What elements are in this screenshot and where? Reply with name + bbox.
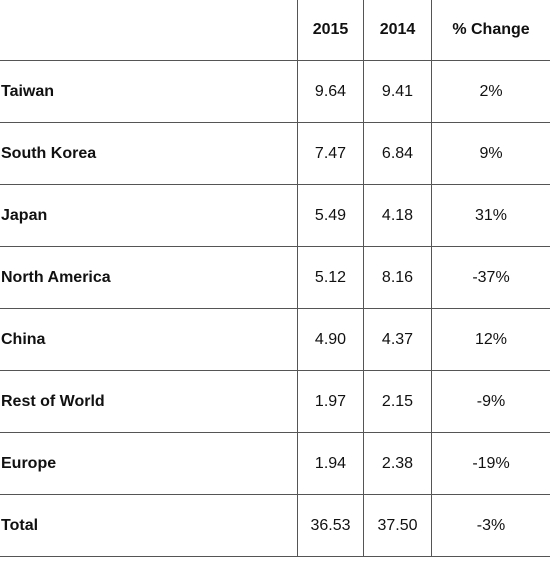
percent-change: 12% (431, 308, 550, 371)
value-2014: 2.38 (363, 432, 432, 495)
value-2015: 5.12 (297, 246, 364, 309)
percent-change: -9% (431, 370, 550, 433)
header-row: 2015 2014 % Change (0, 0, 550, 61)
value-2015: 36.53 (297, 494, 364, 557)
percent-change: -3% (431, 494, 550, 557)
header-cell-change: % Change (431, 0, 550, 61)
value-2014: 8.16 (363, 246, 432, 309)
row-label: North America (0, 246, 298, 309)
table-row: China 4.90 4.37 12% (0, 308, 550, 371)
percent-change: -19% (431, 432, 550, 495)
percent-change: -37% (431, 246, 550, 309)
row-label: Japan (0, 184, 298, 247)
row-label: Rest of World (0, 370, 298, 433)
value-2014: 4.37 (363, 308, 432, 371)
table-row: Japan 5.49 4.18 31% (0, 184, 550, 247)
table-row: Taiwan 9.64 9.41 2% (0, 60, 550, 123)
row-label: Europe (0, 432, 298, 495)
table-row: Total 36.53 37.50 -3% (0, 494, 550, 557)
header-cell-2015: 2015 (297, 0, 364, 61)
header-cell-region (0, 0, 298, 61)
table-body: Taiwan 9.64 9.41 2% South Korea 7.47 6.84 9% Jap… (0, 60, 550, 557)
value-2014: 2.15 (363, 370, 432, 433)
table-row: Europe 1.94 2.38 -19% (0, 432, 550, 495)
row-label: Taiwan (0, 60, 298, 123)
table-row: South Korea 7.47 6.84 9% (0, 122, 550, 185)
corner-watermark-mark (466, 550, 538, 558)
table-row: Rest of World 1.97 2.15 -9% (0, 370, 550, 433)
value-2014: 6.84 (363, 122, 432, 185)
header-cell-2014: 2014 (363, 0, 432, 61)
value-2015: 5.49 (297, 184, 364, 247)
row-label: China (0, 308, 298, 371)
percent-change: 31% (431, 184, 550, 247)
value-2014: 9.41 (363, 60, 432, 123)
row-label: Total (0, 494, 298, 557)
percent-change: 2% (431, 60, 550, 123)
value-2015: 4.90 (297, 308, 364, 371)
value-2014: 37.50 (363, 494, 432, 557)
value-2015: 1.94 (297, 432, 364, 495)
percent-change: 9% (431, 122, 550, 185)
row-label: South Korea (0, 122, 298, 185)
value-2015: 1.97 (297, 370, 364, 433)
table-row: North America 5.12 8.16 -37% (0, 246, 550, 309)
value-2015: 7.47 (297, 122, 364, 185)
value-2014: 4.18 (363, 184, 432, 247)
value-2015: 9.64 (297, 60, 364, 123)
